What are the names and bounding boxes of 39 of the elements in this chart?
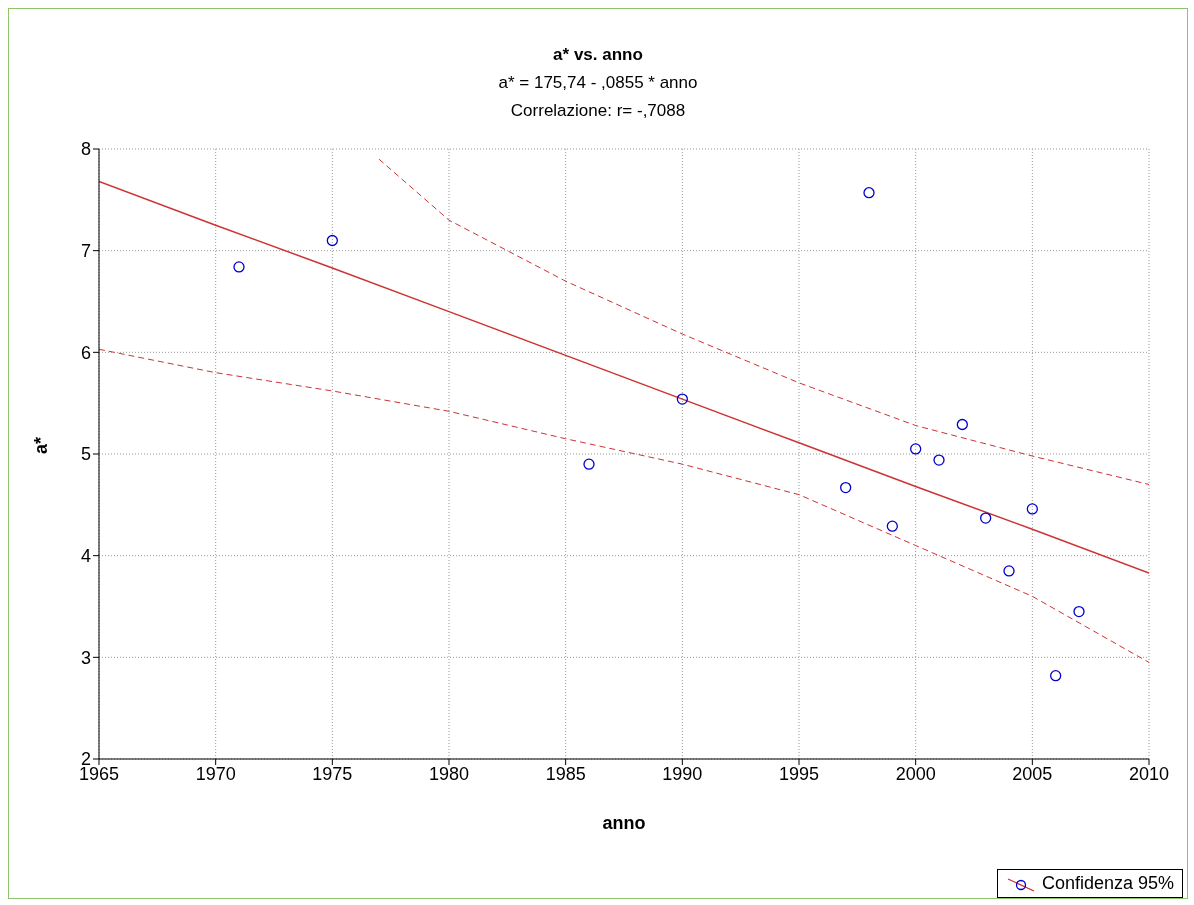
y-tick-label: 3 (80, 647, 91, 668)
line-series (378, 158, 1149, 485)
line-series (99, 348, 1149, 663)
y-tick-label: 5 (80, 444, 91, 465)
y-tick-label: 6 (80, 342, 91, 363)
text: Correlazione: r= -,7088 (509, 100, 687, 122)
point (583, 458, 595, 470)
point (1050, 669, 1062, 682)
point (840, 481, 852, 494)
point (886, 520, 898, 532)
y-tick-label: 8 (80, 139, 91, 160)
x-tick-label: 2005 (1012, 763, 1053, 784)
point (1073, 605, 1085, 618)
point (956, 418, 968, 431)
x-tick-label: 1980 (428, 763, 470, 784)
point (910, 443, 922, 455)
chart-title: a* vs. anno (552, 44, 644, 66)
point (1026, 503, 1038, 515)
x-tick-label: 1990 (662, 763, 703, 784)
point (1003, 565, 1015, 577)
point (326, 234, 338, 247)
legend-label: Confidenza 95% (1041, 873, 1174, 894)
x-tick-label: 2000 (895, 763, 936, 784)
y-tick-label: 7 (80, 241, 91, 262)
point (863, 187, 875, 199)
chart-subtitle: a* = 175,74 - ,0855 * anno (497, 72, 699, 94)
point (233, 261, 245, 273)
x-tick-label: 1975 (312, 763, 353, 784)
point (980, 512, 992, 524)
y-tick-label: 4 (80, 546, 91, 567)
x-axis-title: anno (602, 813, 646, 833)
line-series (99, 180, 1149, 574)
point (933, 454, 945, 466)
x-tick-label: 1985 (545, 763, 586, 784)
x-tick-label: 1970 (195, 763, 236, 784)
point (676, 393, 688, 405)
y-axis-title: a* (31, 436, 52, 454)
x-tick-label: 2010 (1128, 763, 1170, 784)
x-tick-label: 1995 (778, 763, 820, 784)
